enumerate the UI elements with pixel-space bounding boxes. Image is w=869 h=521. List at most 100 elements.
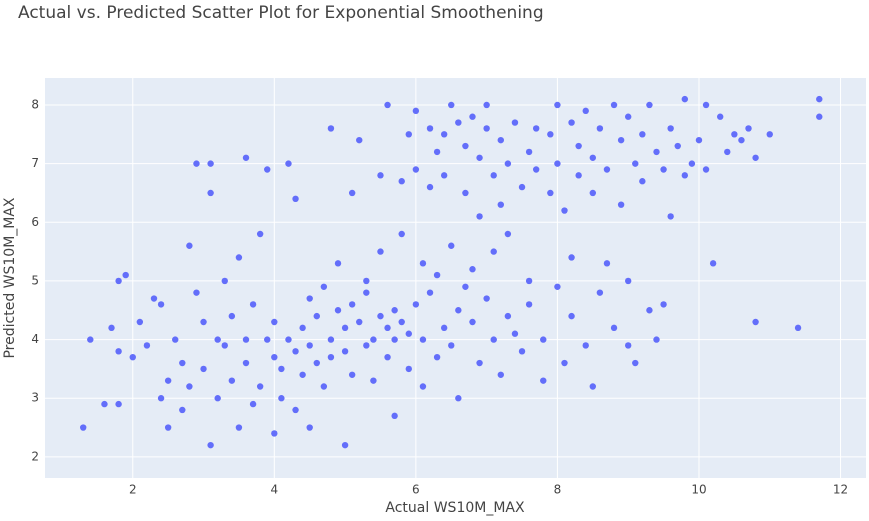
- point: [440, 172, 448, 179]
- point: [681, 172, 689, 179]
- point: [313, 359, 320, 367]
- point: [455, 395, 462, 402]
- point: [695, 136, 703, 144]
- point: [193, 289, 200, 296]
- point: [639, 131, 646, 138]
- point: [278, 365, 285, 373]
- point: [278, 395, 285, 402]
- point: [653, 148, 660, 156]
- point: [752, 318, 759, 326]
- point: [207, 189, 214, 197]
- point: [469, 318, 476, 326]
- point: [292, 406, 299, 414]
- point: [547, 131, 554, 138]
- y-tick-label: 2: [31, 449, 39, 463]
- point: [639, 178, 646, 185]
- point: [214, 336, 221, 343]
- point: [660, 301, 667, 308]
- point: [235, 254, 243, 261]
- point: [221, 277, 228, 285]
- point: [724, 148, 731, 156]
- point: [242, 336, 250, 343]
- point: [214, 395, 221, 402]
- point: [646, 101, 653, 109]
- point: [306, 342, 313, 349]
- point: [667, 125, 674, 132]
- point: [377, 312, 384, 320]
- point: [115, 400, 122, 408]
- point: [129, 353, 136, 361]
- point: [228, 377, 236, 384]
- point: [490, 172, 497, 179]
- point: [398, 318, 405, 326]
- point: [766, 131, 773, 138]
- point: [363, 289, 370, 296]
- point: [702, 101, 710, 109]
- point: [200, 365, 207, 373]
- point: [433, 271, 441, 279]
- point: [200, 318, 207, 326]
- point: [271, 430, 278, 437]
- point: [391, 412, 398, 420]
- chart-title: Actual vs. Predicted Scatter Plot for Ex…: [18, 3, 544, 23]
- y-tick-label: 3: [31, 391, 39, 405]
- point: [306, 424, 313, 431]
- point: [341, 441, 349, 449]
- point: [462, 283, 469, 290]
- point: [731, 131, 738, 138]
- point: [617, 136, 625, 144]
- point: [327, 336, 335, 343]
- point: [157, 395, 165, 402]
- point: [582, 107, 589, 115]
- point: [271, 353, 278, 361]
- point: [271, 318, 278, 326]
- point: [221, 342, 228, 349]
- point: [419, 336, 427, 343]
- point: [518, 348, 526, 355]
- point: [327, 125, 335, 132]
- point: [285, 160, 292, 167]
- y-tick-label: 5: [31, 273, 39, 287]
- point: [115, 277, 122, 285]
- point: [426, 183, 434, 191]
- point: [688, 160, 696, 167]
- point: [193, 160, 200, 167]
- point: [292, 195, 299, 203]
- point: [398, 178, 405, 185]
- point: [504, 160, 512, 167]
- point: [108, 324, 115, 332]
- point: [525, 148, 533, 156]
- point: [299, 371, 306, 378]
- point: [476, 154, 483, 161]
- point: [589, 154, 597, 161]
- point: [554, 160, 561, 167]
- point: [348, 371, 356, 378]
- point: [249, 400, 257, 408]
- point: [320, 283, 328, 290]
- point: [370, 377, 377, 384]
- point: [497, 371, 504, 378]
- point: [589, 383, 597, 390]
- point: [511, 119, 519, 126]
- y-axis-title: Predicted WS10M_MAX: [2, 197, 18, 358]
- point: [476, 359, 483, 367]
- point: [540, 336, 547, 343]
- point: [299, 324, 306, 332]
- point: [469, 266, 476, 273]
- point: [561, 359, 568, 367]
- point: [532, 125, 540, 132]
- point: [575, 142, 582, 150]
- x-tick-label: 12: [833, 483, 848, 497]
- point: [292, 348, 299, 355]
- point: [660, 166, 667, 173]
- point: [752, 154, 759, 161]
- point: [405, 131, 412, 138]
- point: [448, 101, 455, 109]
- point: [440, 324, 448, 332]
- point: [384, 101, 391, 109]
- point: [794, 324, 802, 332]
- point: [405, 330, 412, 337]
- point: [681, 95, 689, 103]
- point: [157, 301, 165, 308]
- point: [143, 342, 151, 349]
